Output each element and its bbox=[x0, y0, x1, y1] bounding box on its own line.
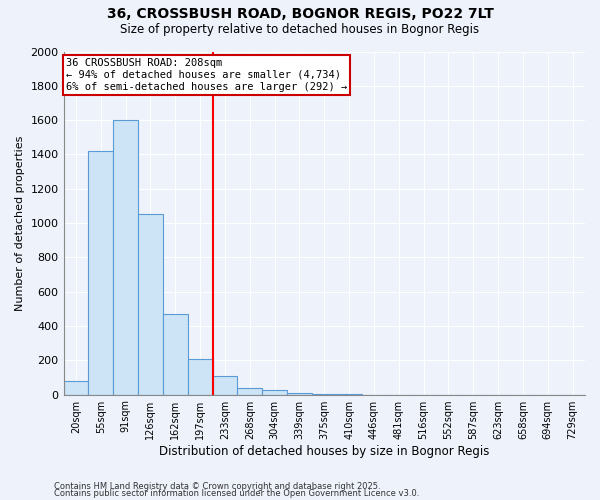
Bar bbox=[262, 390, 287, 394]
Bar bbox=[64, 381, 88, 394]
Bar bbox=[113, 120, 138, 394]
Text: 36, CROSSBUSH ROAD, BOGNOR REGIS, PO22 7LT: 36, CROSSBUSH ROAD, BOGNOR REGIS, PO22 7… bbox=[107, 8, 493, 22]
Text: Contains HM Land Registry data © Crown copyright and database right 2025.: Contains HM Land Registry data © Crown c… bbox=[54, 482, 380, 491]
Text: 36 CROSSBUSH ROAD: 208sqm
← 94% of detached houses are smaller (4,734)
6% of sem: 36 CROSSBUSH ROAD: 208sqm ← 94% of detac… bbox=[66, 58, 347, 92]
Bar bbox=[188, 358, 212, 394]
Bar bbox=[212, 376, 238, 394]
Bar bbox=[238, 388, 262, 394]
Bar bbox=[138, 214, 163, 394]
Text: Size of property relative to detached houses in Bognor Regis: Size of property relative to detached ho… bbox=[121, 22, 479, 36]
Text: Contains public sector information licensed under the Open Government Licence v3: Contains public sector information licen… bbox=[54, 489, 419, 498]
X-axis label: Distribution of detached houses by size in Bognor Regis: Distribution of detached houses by size … bbox=[159, 444, 490, 458]
Y-axis label: Number of detached properties: Number of detached properties bbox=[15, 136, 25, 310]
Bar bbox=[88, 151, 113, 394]
Bar bbox=[287, 393, 312, 394]
Bar bbox=[163, 314, 188, 394]
